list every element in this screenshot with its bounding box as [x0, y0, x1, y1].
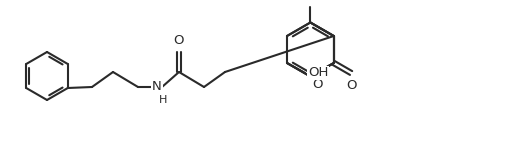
Text: H: H — [159, 95, 167, 105]
Text: O: O — [313, 78, 323, 92]
Text: OH: OH — [308, 67, 328, 79]
Text: N: N — [152, 81, 162, 93]
Text: O: O — [174, 34, 184, 47]
Text: O: O — [346, 79, 357, 92]
